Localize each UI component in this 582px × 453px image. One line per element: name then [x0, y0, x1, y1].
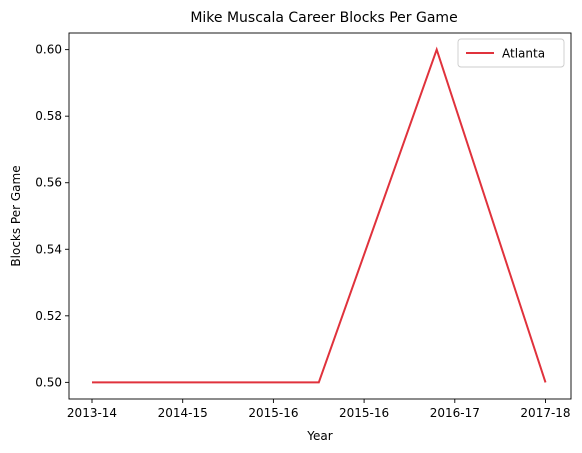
x-tick-label: 2013-14 — [67, 406, 117, 420]
chart-title: Mike Muscala Career Blocks Per Game — [190, 10, 457, 26]
legend-label-atlanta: Atlanta — [502, 47, 545, 61]
y-tick-label: 0.54 — [35, 242, 62, 256]
y-axis-label: Blocks Per Game — [9, 165, 23, 266]
x-tick-label: 2014-15 — [158, 406, 208, 420]
x-tick-label: 2016-17 — [430, 406, 480, 420]
y-tick-label: 0.60 — [35, 43, 62, 57]
x-tick-label: 2017-18 — [520, 406, 570, 420]
x-tick-label: 2015-16 — [248, 406, 298, 420]
plot-area: 2013-14 2014-15 2015-16 2015-16 2016-17 2017-… — [35, 43, 570, 420]
y-tick-label: 0.56 — [35, 176, 62, 190]
x-axis-label: Year — [306, 429, 332, 443]
plot-frame — [69, 33, 571, 399]
y-tick-label: 0.58 — [35, 109, 62, 123]
legend: Atlanta — [458, 39, 564, 67]
y-tick-label: 0.50 — [35, 375, 62, 389]
y-tick-label: 0.52 — [35, 309, 62, 323]
series-line-atlanta — [92, 50, 546, 383]
x-tick-label: 2015-16 — [339, 406, 389, 420]
